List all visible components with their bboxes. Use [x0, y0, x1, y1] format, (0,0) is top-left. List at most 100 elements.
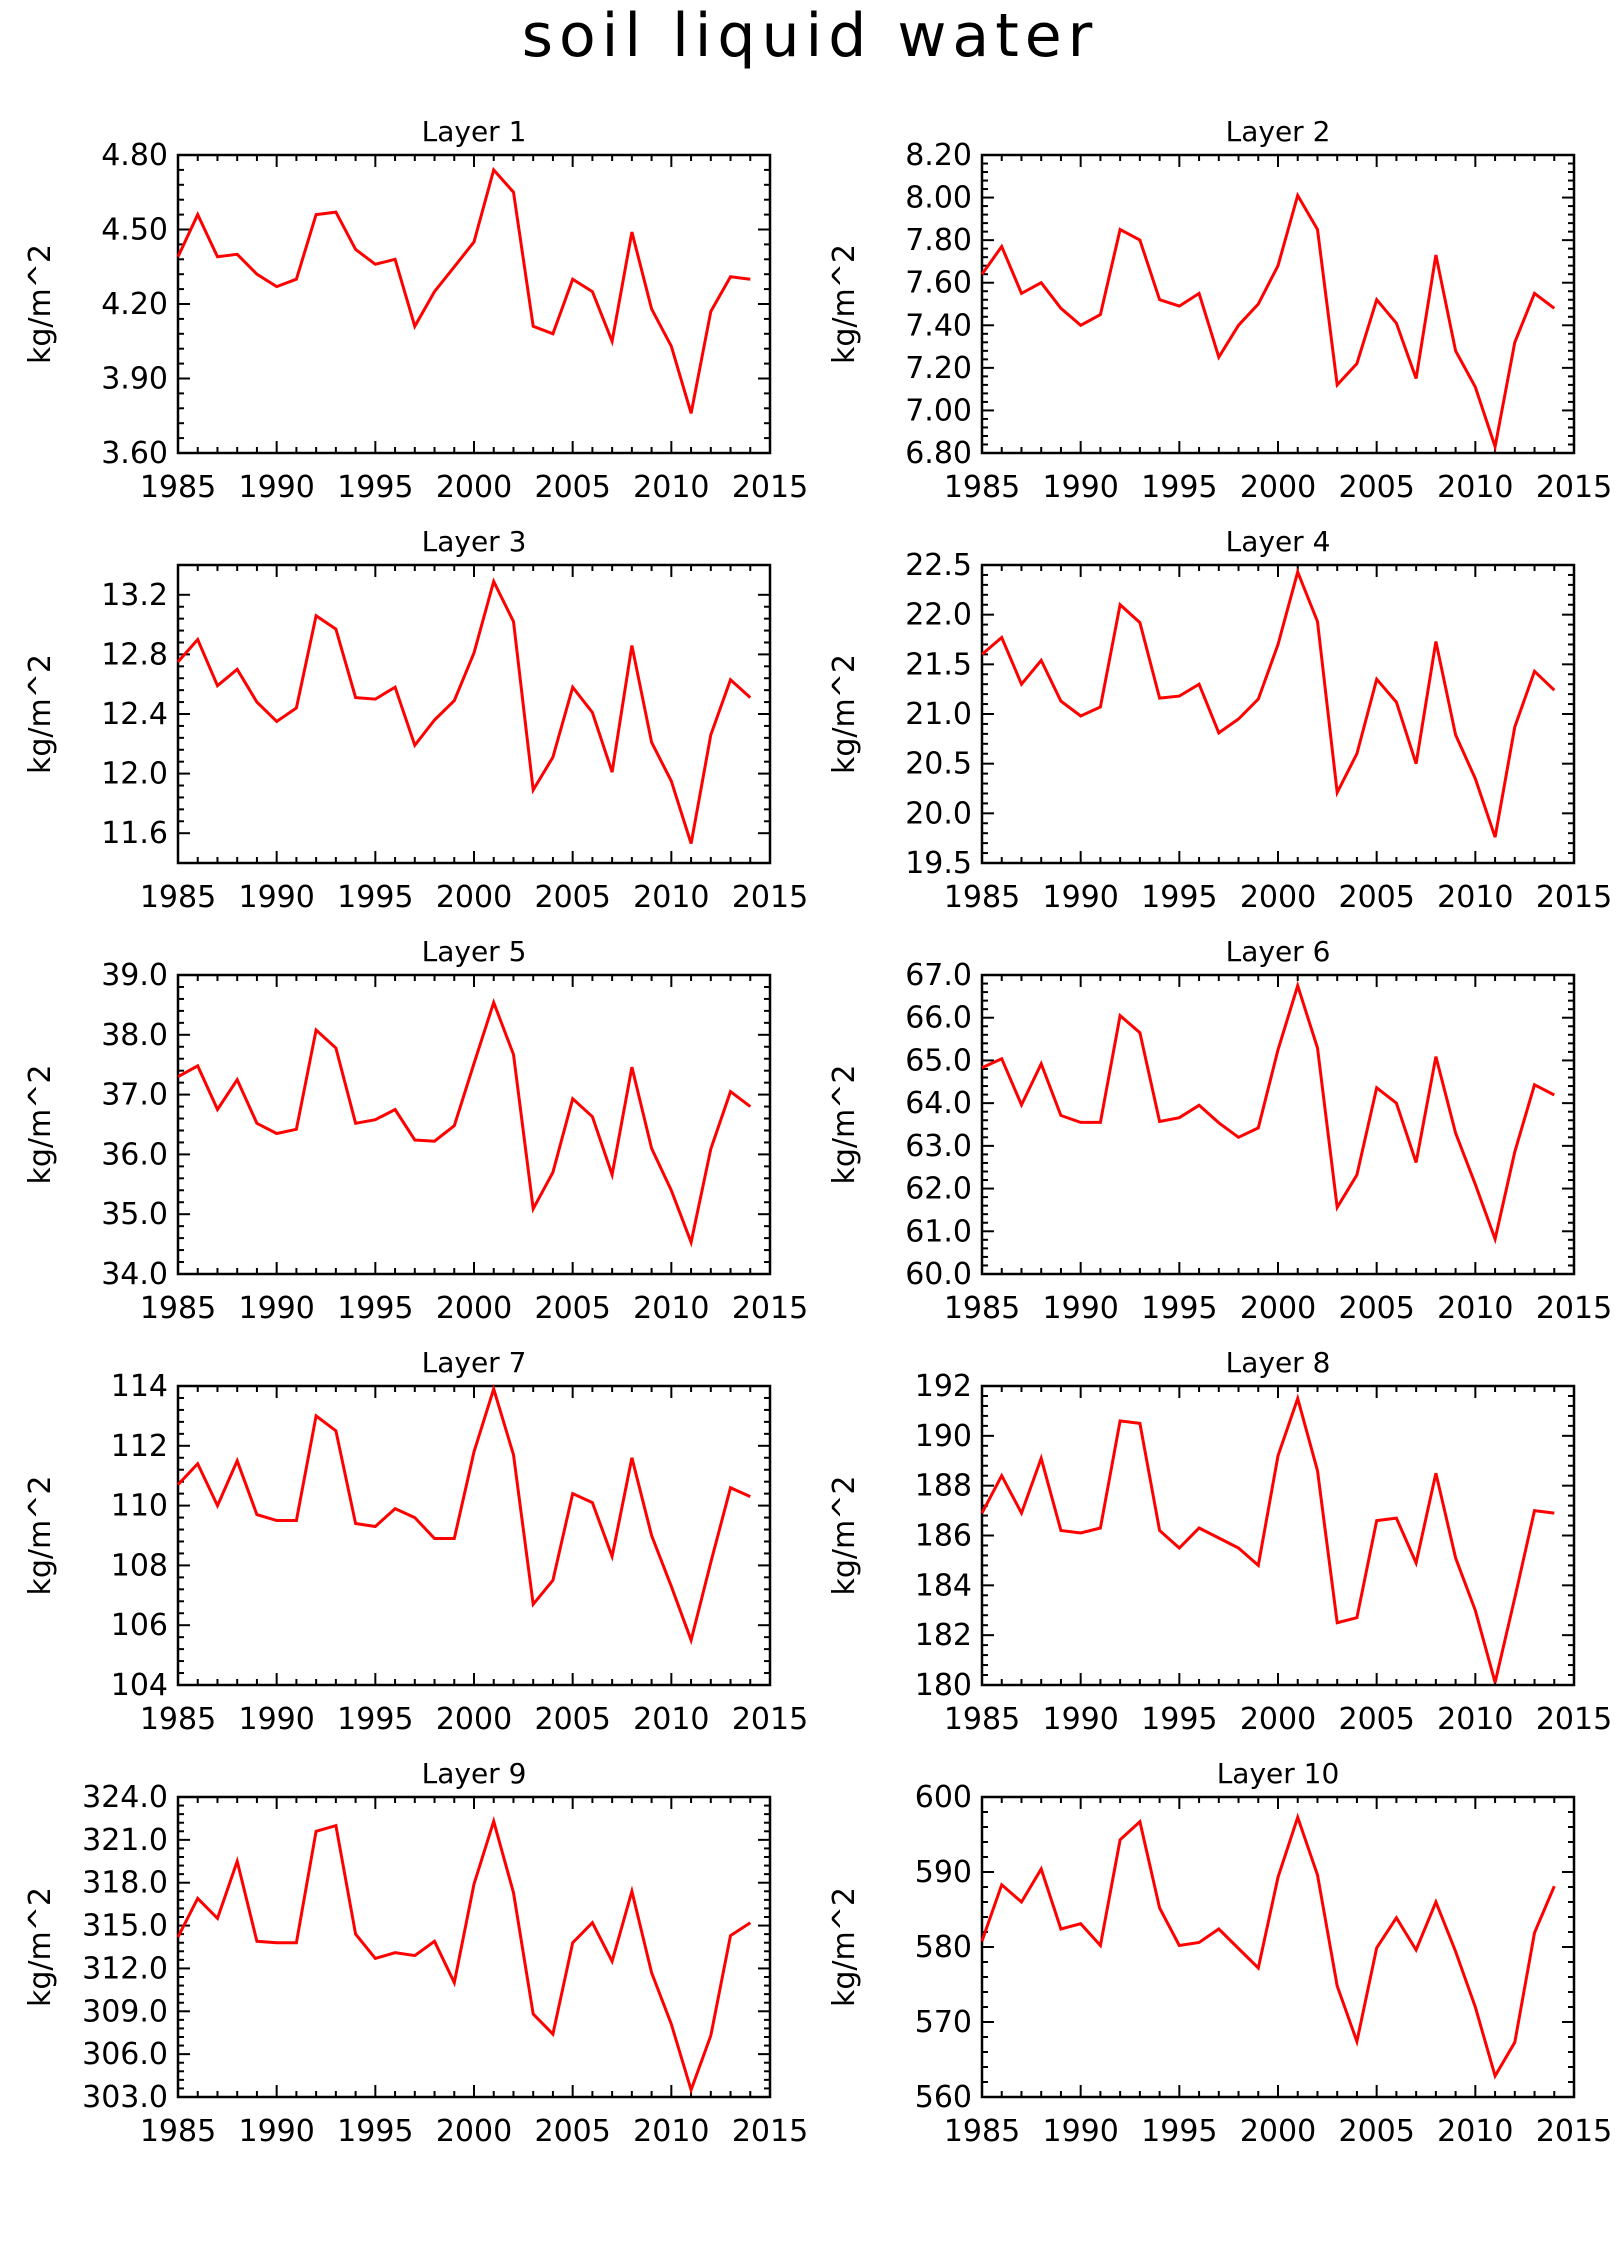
chart-panel-6: Layer 6 1985 1990 1995 2000 2005 2010 2015 60.0 6…: [827, 935, 1612, 1326]
plot-frame: [176, 1384, 772, 1687]
y-tick-label: 188: [915, 1469, 972, 1504]
x-tick-label: 1990: [238, 1291, 314, 1326]
y-tick-label: 66.0: [905, 1001, 972, 1036]
y-tick-label: 61.0: [905, 1214, 972, 1249]
y-tick-label: 37.0: [101, 1078, 168, 1113]
x-tick-label: 2010: [1437, 2114, 1513, 2149]
y-tick-label: 62.0: [905, 1172, 972, 1207]
x-tick-label: 2005: [534, 880, 610, 915]
y-axis-label: kg/m^2: [827, 1476, 862, 1596]
y-tick-label: 303.0: [82, 2080, 168, 2115]
x-tick-label: 2010: [633, 1291, 709, 1326]
y-tick-label: 22.5: [905, 548, 972, 583]
x-tick-label: 1995: [337, 1291, 413, 1326]
series-line: [176, 577, 752, 845]
y-tick-label: 104: [111, 1668, 168, 1703]
x-tick-label: 2015: [732, 1702, 808, 1737]
x-tick-label: 2015: [732, 1291, 808, 1326]
y-tick-label: 21.5: [905, 647, 972, 682]
y-tick-label: 3.90: [101, 362, 168, 397]
chart-panel-9: Layer 9 1985 1990 1995 2000 2005 2010 2015 303.0…: [23, 1757, 808, 2149]
panel-title: Layer 10: [1217, 1757, 1340, 1790]
chart-panel-5: Layer 5 1985 1990 1995 2000 2005 2010 2015 34.0 3…: [23, 935, 808, 1326]
plot-frame: [980, 973, 1576, 1276]
y-tick-label: 321.0: [82, 1823, 168, 1858]
x-tick-label: 1995: [1141, 880, 1217, 915]
y-tick-label: 22.0: [905, 598, 972, 633]
y-tick-label: 324.0: [82, 1780, 168, 1815]
y-axis-label: kg/m^2: [827, 1887, 862, 2007]
y-axis-label: kg/m^2: [827, 654, 862, 774]
y-tick-label: 13.2: [101, 578, 168, 613]
x-tick-label: 2000: [1240, 2114, 1316, 2149]
y-tick-label: 580: [915, 1930, 972, 1965]
y-axis-label: kg/m^2: [827, 1065, 862, 1185]
x-tick-label: 2015: [1536, 880, 1612, 915]
y-tick-label: 560: [915, 2080, 972, 2115]
x-tick-label: 1990: [1042, 1291, 1118, 1326]
x-tick-label: 2005: [1338, 1291, 1414, 1326]
x-tick-label: 2010: [1437, 470, 1513, 505]
x-tick-label: 1985: [944, 1291, 1020, 1326]
panel-title: Layer 6: [1226, 935, 1331, 968]
y-tick-label: 7.40: [905, 308, 972, 343]
x-tick-label: 2005: [1338, 1702, 1414, 1737]
plot-frame: [980, 1384, 1576, 1687]
x-tick-label: 1995: [1141, 1291, 1217, 1326]
x-tick-label: 2000: [436, 1702, 512, 1737]
plot-frame: [176, 563, 772, 865]
plot-frame: [176, 153, 772, 455]
y-tick-label: 64.0: [905, 1086, 972, 1121]
y-tick-label: 12.8: [101, 637, 168, 672]
y-tick-label: 36.0: [101, 1137, 168, 1172]
x-tick-label: 1990: [1042, 2114, 1118, 2149]
chart-panel-3: Layer 3 1985 1990 1995 2000 2005 2010 2015 11.6 1…: [23, 525, 808, 915]
series-line: [980, 191, 1556, 453]
x-tick-label: 2000: [436, 470, 512, 505]
y-tick-label: 186: [915, 1519, 972, 1554]
y-tick-label: 39.0: [101, 958, 168, 993]
x-tick-label: 2005: [534, 2114, 610, 2149]
y-tick-label: 7.60: [905, 266, 972, 301]
y-tick-label: 190: [915, 1419, 972, 1454]
x-tick-label: 2015: [1536, 2114, 1612, 2149]
panel-title: Layer 3: [422, 525, 527, 558]
x-tick-label: 2000: [1240, 1291, 1316, 1326]
y-axis-label: kg/m^2: [23, 244, 58, 364]
x-tick-label: 2005: [534, 1702, 610, 1737]
y-tick-label: 34.0: [101, 1257, 168, 1292]
series-line: [981, 567, 1556, 838]
y-tick-label: 4.80: [101, 138, 168, 173]
x-tick-label: 1985: [944, 2114, 1020, 2149]
y-tick-label: 65.0: [905, 1043, 972, 1078]
y-tick-label: 7.00: [905, 393, 972, 428]
x-tick-label: 2000: [1240, 880, 1316, 915]
y-tick-label: 20.0: [905, 796, 972, 831]
y-tick-label: 114: [111, 1369, 168, 1404]
x-tick-label: 1995: [337, 470, 413, 505]
chart-panel-4: Layer 4 1985 1990 1995 2000 2005 2010 2015 19.5 2…: [827, 525, 1612, 915]
y-tick-label: 21.0: [905, 697, 972, 732]
y-axis-label: kg/m^2: [23, 654, 58, 774]
series-line: [980, 1812, 1556, 2080]
x-tick-label: 2000: [1240, 470, 1316, 505]
x-tick-label: 2005: [1338, 470, 1414, 505]
series-line: [177, 997, 752, 1248]
x-tick-label: 1985: [140, 1702, 216, 1737]
chart-panel-1: Layer 1 1985 1990 1995 2000 2005 2010 2015 3.60 3…: [23, 115, 808, 505]
y-tick-label: 110: [111, 1489, 168, 1524]
x-tick-label: 2015: [1536, 1702, 1612, 1737]
x-tick-label: 2015: [732, 880, 808, 915]
series-line: [176, 1383, 751, 1646]
x-tick-label: 1985: [944, 880, 1020, 915]
x-tick-label: 2005: [1338, 880, 1414, 915]
panel-title: Layer 7: [422, 1346, 527, 1379]
y-tick-label: 309.0: [82, 1994, 168, 2029]
y-tick-label: 6.80: [905, 436, 972, 471]
x-tick-label: 2005: [534, 1291, 610, 1326]
panel-title: Layer 5: [422, 935, 527, 968]
plot-frame: [980, 1795, 1576, 2099]
x-tick-label: 1990: [1042, 880, 1118, 915]
y-tick-label: 315.0: [82, 1909, 168, 1944]
